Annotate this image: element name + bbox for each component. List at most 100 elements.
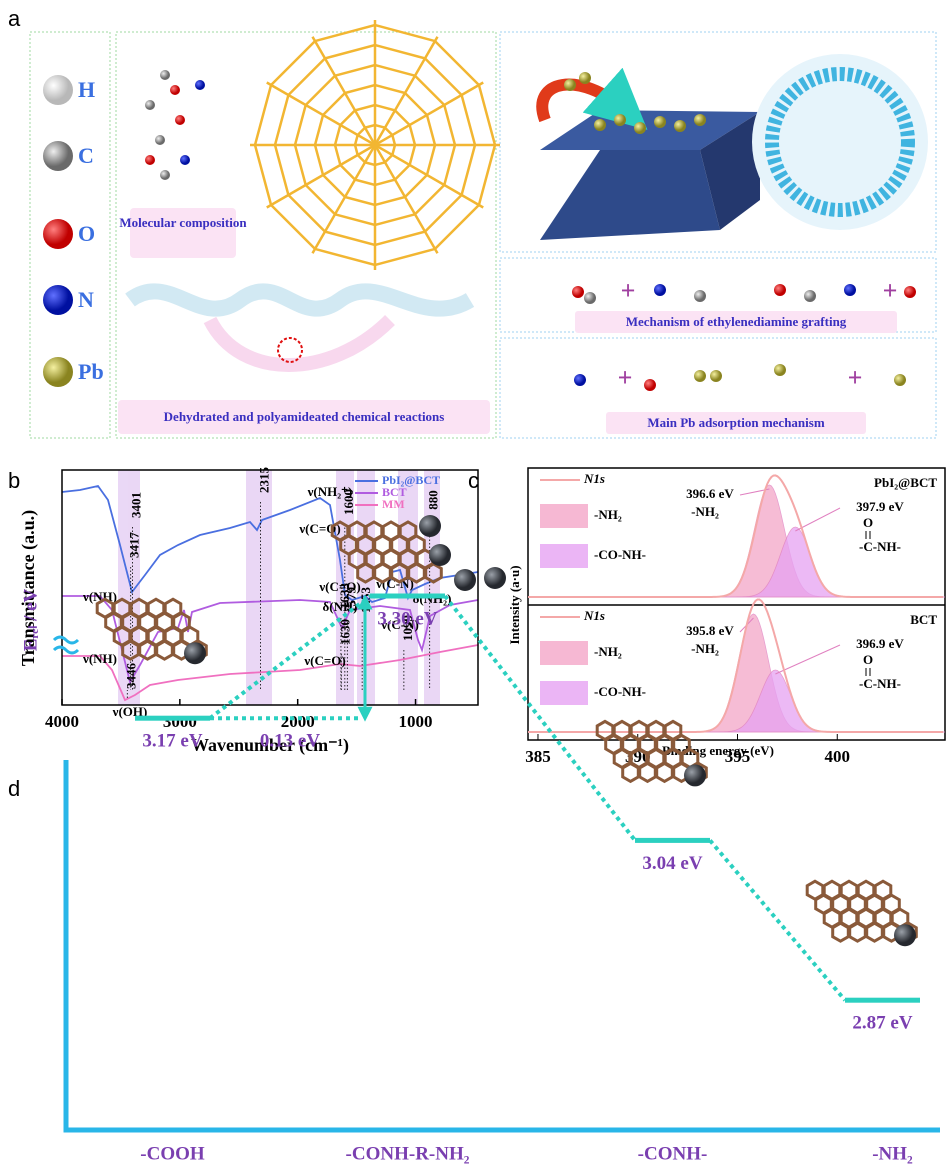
peak-note: -C-NH- [859,676,901,691]
atom-ball [180,155,190,165]
atom-ball [654,116,666,128]
atom-ball [572,286,584,298]
legend-swatch [540,641,588,665]
sample-label: BCT [910,612,937,627]
peak-note: -C-NH- [859,539,901,554]
figure: a HCONPb ++++ Molecular composition Dehy… [0,0,950,1168]
pb-atom [184,642,206,664]
atom-label: H [78,77,95,102]
plus-sign: + [848,363,863,392]
atom-ball [634,122,646,134]
lattice [640,763,656,781]
panel-label: b [8,468,20,493]
peak-label: 3417 [127,532,142,559]
energy-label: 3.04 eV [642,853,702,874]
lattice [867,923,883,941]
peak-label: 395.8 eV [686,623,734,638]
energy-label: 2.87 eV [852,1013,912,1034]
plus-sign: + [618,363,633,392]
peak-note: -NH₂ [691,504,719,519]
energy-label: 3.30 eV [377,608,437,629]
band-assignment: ν(NH) [82,651,117,666]
atom-sphere [43,357,73,387]
energy-level [135,716,210,721]
peak-label: 3401 [129,492,144,518]
legend-label: -NH₂ [594,644,622,659]
peak-label: 396.6 eV [686,486,734,501]
peak-note: O [863,515,873,530]
band-assignment: ν(NH₂⁺) [307,484,353,499]
atom-ball [145,155,155,165]
atom-ball [155,135,165,145]
atom-label: Pb [78,359,104,384]
atom-ball [694,290,706,302]
atom-ball [160,70,170,80]
atom-ball [804,290,816,302]
legend-label: -CO-NH- [594,684,646,699]
band-assignment: ν(C=O) [298,521,340,536]
band-assignment: ν(C=O) [303,653,345,668]
atom-ball [694,114,706,126]
pb-atom [429,544,451,566]
energy-level [845,998,920,1003]
atom-label: C [78,143,94,168]
legend-swatch [540,544,588,568]
atom-ball [674,120,686,132]
atom-ball [579,72,591,84]
atom-ball [904,286,916,298]
category-label: -CONH- [638,1143,708,1164]
caption: Dehydrated and polyamideated chemical re… [164,409,445,424]
atom-ball [195,80,205,90]
legend-label: N1s [583,608,605,623]
atom-label: N [78,287,94,312]
legend-swatch [540,681,588,705]
plus-sign: + [621,276,636,305]
peak-note: -NH₂ [691,641,719,656]
atom-sphere [43,75,73,105]
peak-label: 396.9 eV [856,636,904,651]
band-assignment: ν(C=O) [318,579,360,594]
sample-label: PbI₂@BCT [874,475,937,490]
leader [775,645,840,674]
category-label: -COOH [140,1143,205,1164]
legend-label: -CO-NH- [594,547,646,562]
legend-label: N1s [583,471,605,486]
caption: Molecular composition [119,215,247,230]
atom-sphere [43,285,73,315]
atom-ball [175,115,185,125]
envelope [528,475,943,597]
atom-ball [644,379,656,391]
atom-ball [584,292,596,304]
pb-atom [684,764,706,786]
energy-level [635,838,710,843]
x-tick-label: 4000 [45,712,79,731]
atom-ball [774,364,786,376]
atom-ball [694,370,706,382]
caption: Mechanism of ethylenediamine grafting [626,314,847,329]
atom-sphere [43,219,73,249]
legend-label: -NH₂ [594,507,622,522]
x-tick-label: 400 [825,747,851,766]
barrier-label: 0.13 eV [260,731,320,752]
pb-atom [894,924,916,946]
plus-sign: + [883,276,898,305]
atom-ball [844,284,856,296]
category-label: -NH₂ [872,1143,913,1164]
atom-ball [145,100,155,110]
panel-label: c [468,468,479,493]
lattice [850,923,866,941]
peak-label: 1630 [337,619,352,645]
atom-ball [710,370,722,382]
atom-legend: H C O N Pb [43,75,104,387]
peak-label: 880 [426,490,441,510]
atom-ball [564,79,576,91]
atom-ball [654,284,666,296]
atom-label: O [78,221,95,246]
x-tick-label: 1000 [399,712,433,731]
caption: Main Pb adsorption mechanism [647,415,824,430]
x-tick-label: 3000 [163,712,197,731]
energy-level [370,594,445,599]
atom-sphere [43,141,73,171]
legend-swatch [540,504,588,528]
